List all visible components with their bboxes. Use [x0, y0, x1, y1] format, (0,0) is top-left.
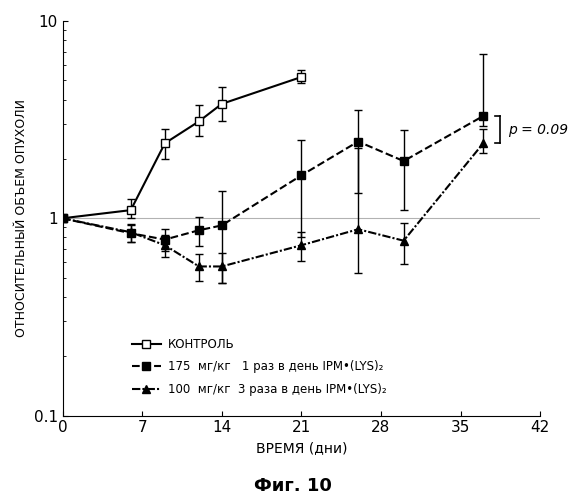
Text: p = 0.09: p = 0.09 — [508, 122, 569, 136]
Text: Фиг. 10: Фиг. 10 — [253, 477, 332, 495]
X-axis label: ВРЕМЯ (дни): ВРЕМЯ (дни) — [256, 441, 347, 455]
Legend: КОНТРОЛЬ, 175  мг/кг   1 раз в день IPM•(LYS)₂, 100  мг/кг  3 раза в день IPM•(L: КОНТРОЛЬ, 175 мг/кг 1 раз в день IPM•(LY… — [126, 332, 393, 402]
Y-axis label: ОТНОСИТЕЛЬНЫЙ ОБЪЕМ ОПУХОЛИ: ОТНОСИТЕЛЬНЫЙ ОБЪЕМ ОПУХОЛИ — [15, 100, 28, 338]
